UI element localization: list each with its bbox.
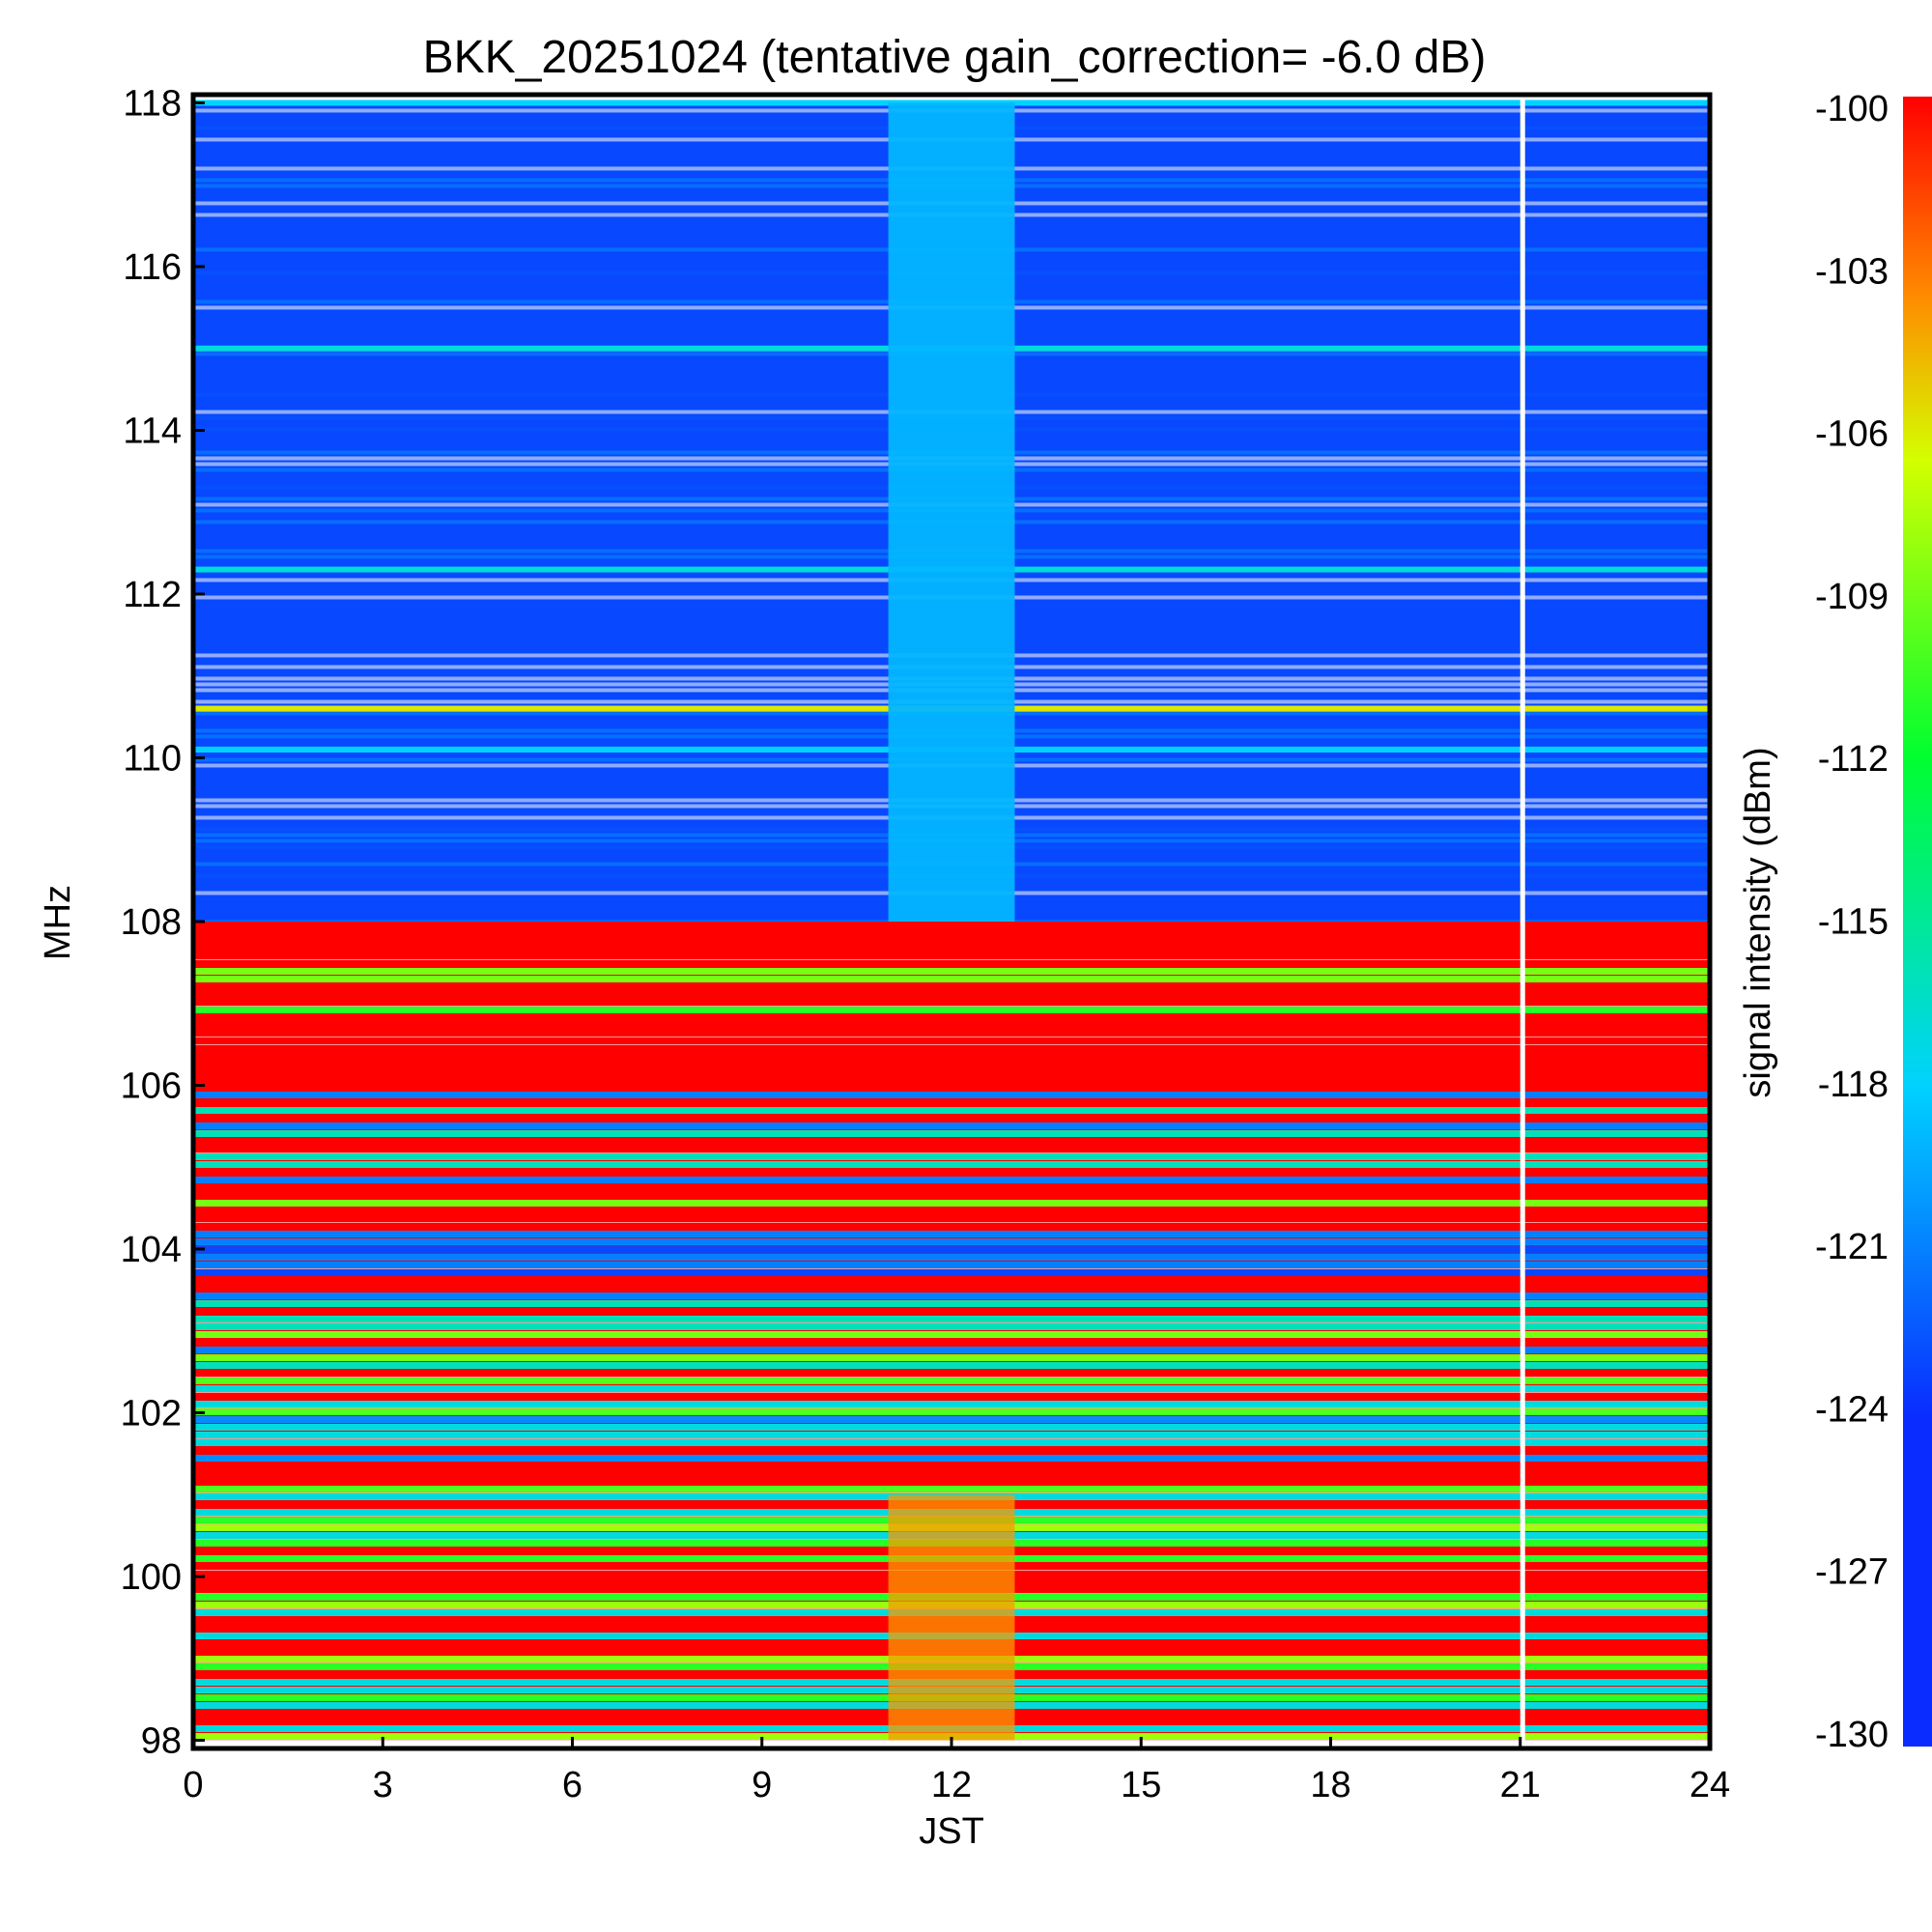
fm-band-row bbox=[193, 1200, 1710, 1207]
fm-band-row bbox=[193, 1269, 1710, 1276]
fm-band-gap-line bbox=[193, 1044, 1710, 1045]
fm-band-row bbox=[193, 1107, 1710, 1114]
x-tick-label: 18 bbox=[1310, 1765, 1350, 1805]
y-tick-label: 108 bbox=[121, 902, 182, 943]
data-gap-line bbox=[1520, 95, 1525, 1748]
chart-title: BKK_20251024 (tentative gain_correction=… bbox=[423, 32, 1487, 83]
fm-band-row bbox=[193, 1385, 1710, 1392]
y-axis-title: MHz bbox=[38, 885, 78, 960]
fm-band-row bbox=[193, 1439, 1710, 1446]
fm-band-row bbox=[193, 1293, 1710, 1299]
fm-band-row bbox=[193, 1323, 1710, 1330]
fm-band-gap-line bbox=[193, 1407, 1710, 1408]
fm-band-row bbox=[193, 976, 1710, 982]
colorbar-tick-label: -112 bbox=[1818, 739, 1889, 780]
y-axis: 98 100 102 104 106 108 110 112 114 116 118 bbox=[121, 83, 205, 1762]
fm-band-row bbox=[193, 1432, 1710, 1438]
y-tick-label: 110 bbox=[123, 738, 182, 779]
x-tick-label: 15 bbox=[1121, 1765, 1161, 1805]
fm-band-gap-line bbox=[193, 959, 1710, 960]
colorbar-tick-label: -121 bbox=[1815, 1227, 1889, 1267]
x-tick-label: 0 bbox=[183, 1765, 203, 1805]
y-tick-label: 102 bbox=[121, 1394, 182, 1435]
y-tick-label: 116 bbox=[123, 247, 182, 288]
fm-band-row bbox=[193, 1161, 1710, 1168]
colorbar-tick-label: -124 bbox=[1815, 1389, 1889, 1430]
fm-band-gap-line bbox=[193, 1222, 1710, 1223]
x-tick-label: 24 bbox=[1690, 1765, 1730, 1805]
fm-band-row bbox=[193, 1092, 1710, 1098]
fm-band-row bbox=[193, 1007, 1710, 1013]
fm-band-row bbox=[193, 1408, 1710, 1415]
fm-band-row bbox=[193, 1153, 1710, 1160]
fm-band-row bbox=[193, 1130, 1710, 1137]
x-tick-label: 9 bbox=[752, 1765, 772, 1805]
fm-band-row bbox=[193, 1416, 1710, 1423]
colorbar-title: signal intensity (dBm) bbox=[1738, 747, 1778, 1097]
fm-band-gap-line bbox=[193, 1006, 1710, 1007]
fm-band-row bbox=[193, 1238, 1710, 1245]
midday-band-fm bbox=[888, 1494, 1015, 1741]
fm-band-gap-line bbox=[193, 1268, 1710, 1269]
colorbar-tick-label: -100 bbox=[1815, 89, 1889, 129]
fm-band-row bbox=[193, 1401, 1710, 1407]
heatmap-area bbox=[193, 95, 1710, 1748]
colorbar-tick-label: -127 bbox=[1815, 1552, 1889, 1593]
fm-band-row bbox=[193, 1347, 1710, 1353]
colorbar bbox=[1903, 97, 1932, 1747]
y-tick-label: 114 bbox=[123, 411, 182, 451]
fm-band-row bbox=[193, 1177, 1710, 1183]
fm-band-row bbox=[193, 1378, 1710, 1384]
colorbar-tick-label: -115 bbox=[1818, 902, 1889, 943]
colorbar-tick-label: -130 bbox=[1815, 1715, 1889, 1755]
fm-band-row bbox=[193, 1262, 1710, 1268]
colorbar-tick-label: -106 bbox=[1815, 414, 1889, 455]
y-tick-label: 104 bbox=[121, 1230, 182, 1270]
fm-band-gap-line bbox=[193, 1377, 1710, 1378]
x-tick-label: 21 bbox=[1500, 1765, 1541, 1805]
fm-band-row bbox=[193, 1246, 1710, 1253]
fm-band-row bbox=[193, 1455, 1710, 1462]
x-axis-title: JST bbox=[919, 1811, 984, 1852]
y-tick-label: 106 bbox=[121, 1066, 182, 1107]
fm-band-row bbox=[193, 1362, 1710, 1369]
fm-band-row bbox=[193, 1316, 1710, 1322]
fm-band-gap-line bbox=[193, 1322, 1710, 1323]
fm-band-row bbox=[193, 1231, 1710, 1237]
x-tick-label: 3 bbox=[373, 1765, 393, 1805]
fm-band-row bbox=[193, 1331, 1710, 1338]
x-tick-label: 12 bbox=[931, 1765, 972, 1805]
fm-band-gap-line bbox=[193, 1438, 1710, 1439]
y-tick-label: 118 bbox=[123, 83, 182, 124]
fm-band-row bbox=[193, 1354, 1710, 1361]
fm-band-row bbox=[193, 1122, 1710, 1129]
colorbar-tick-label: -109 bbox=[1815, 577, 1889, 617]
y-tick-label: 100 bbox=[121, 1557, 182, 1598]
x-tick-label: 6 bbox=[562, 1765, 582, 1805]
fm-band-row bbox=[193, 1424, 1710, 1431]
colorbar-tick-label: -118 bbox=[1818, 1065, 1889, 1105]
fm-band-row bbox=[193, 1254, 1710, 1261]
fm-band-row bbox=[193, 968, 1710, 975]
colorbar-tick-label: -103 bbox=[1815, 251, 1889, 292]
midday-band-airband bbox=[888, 102, 1015, 923]
colorbar-axis: -100 -103 -106 -109 -112 -115 -118 -121 -124 -127… bbox=[1815, 89, 1889, 1755]
fm-band-gap-line bbox=[193, 1152, 1710, 1153]
y-tick-label: 98 bbox=[141, 1721, 182, 1762]
fm-band-row bbox=[193, 1486, 1710, 1492]
fm-band-gap-line bbox=[193, 1492, 1710, 1493]
y-tick-label: 112 bbox=[123, 575, 182, 615]
fm-band-gap-line bbox=[193, 1392, 1710, 1393]
x-axis: 0 3 6 9 12 15 18 21 24 bbox=[183, 1737, 1730, 1805]
fm-band-row bbox=[193, 1300, 1710, 1307]
